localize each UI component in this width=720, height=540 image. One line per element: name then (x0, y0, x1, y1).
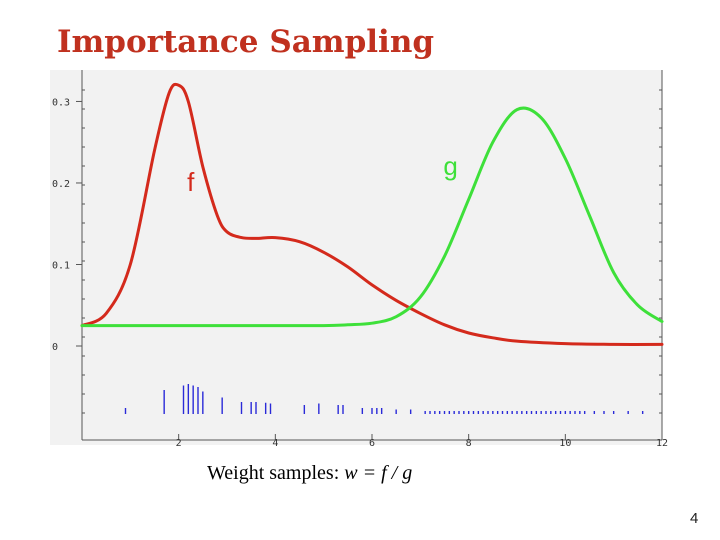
y-tick-label: 0.2 (52, 179, 70, 190)
caption-text: Weight samples: (207, 462, 345, 484)
series-label-f: f (187, 167, 195, 197)
weight-caption: Weight samples: w = f / g (207, 462, 412, 485)
y-tick-label: 0 (52, 342, 58, 353)
series-label-g: g (443, 151, 457, 181)
sample-ticks (124, 384, 644, 414)
series-labels: fg (187, 151, 458, 197)
series-line-f (80, 82, 664, 346)
chart-axes: 0 0.1 0.2 0.3 2 4 6 8 10 12 (52, 70, 668, 449)
y-tick-label: 0.1 (52, 260, 70, 271)
caption-formula: w = f / g (344, 462, 413, 484)
page-number: 4 (690, 510, 699, 527)
x-tick-label: 2 (176, 438, 182, 449)
x-tick-label: 10 (559, 438, 571, 449)
x-tick-label: 4 (272, 438, 278, 449)
x-tick-label: 6 (369, 438, 375, 449)
series-line-g (80, 106, 664, 328)
plot-background (50, 70, 662, 445)
x-tick-label: 12 (656, 438, 668, 449)
x-tick-label: 8 (466, 438, 472, 449)
y-tick-label: 0.3 (52, 97, 70, 108)
slide-title: Importance Sampling (57, 24, 435, 60)
series-lines (80, 82, 664, 346)
